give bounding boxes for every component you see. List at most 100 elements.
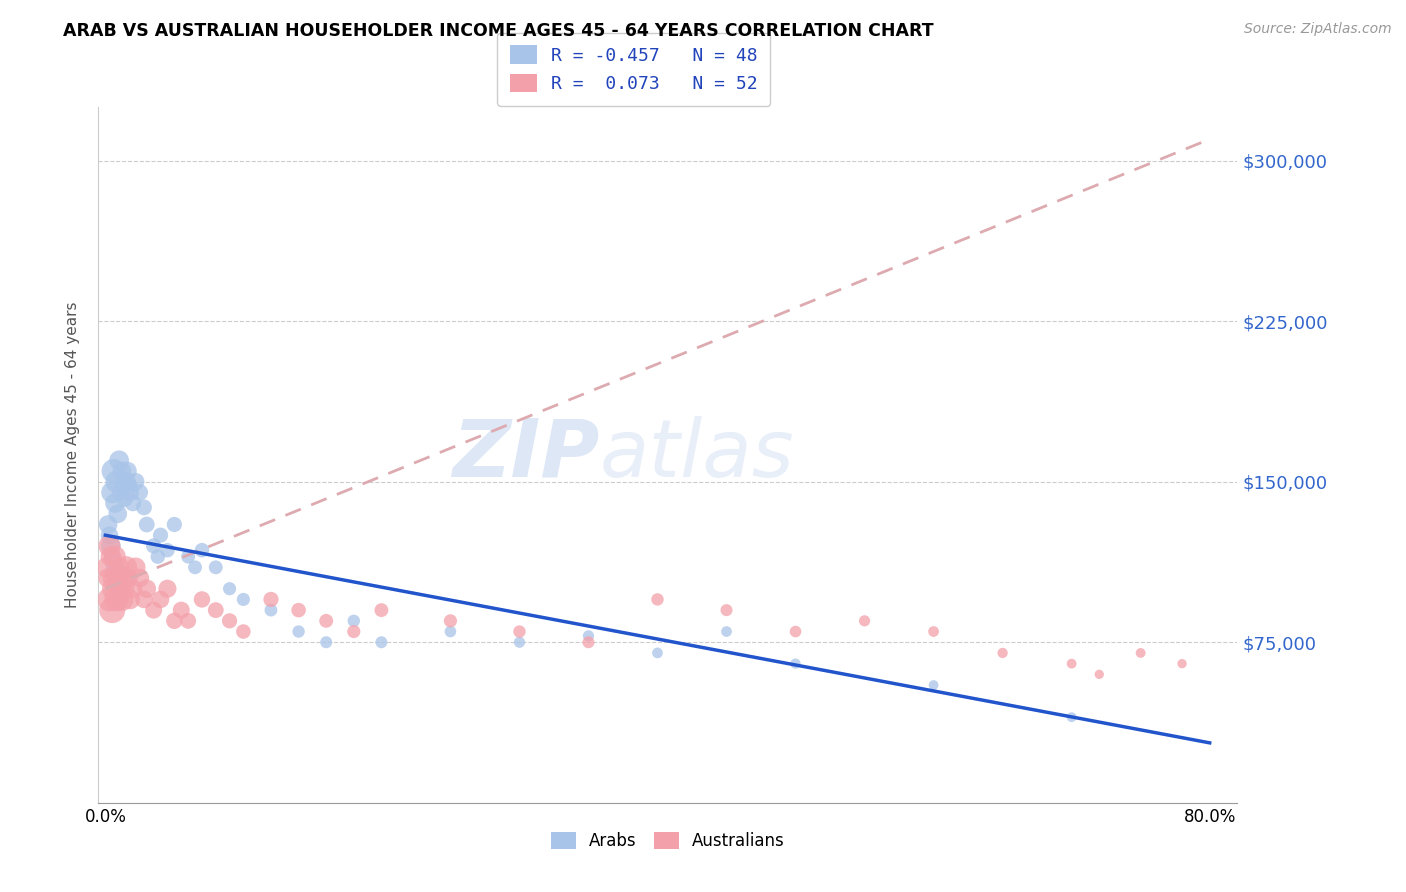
Point bbox=[107, 507, 129, 521]
Point bbox=[132, 500, 155, 515]
Point bbox=[111, 592, 134, 607]
Point bbox=[97, 517, 120, 532]
Point bbox=[100, 539, 122, 553]
Point bbox=[120, 592, 142, 607]
Point bbox=[204, 603, 226, 617]
Point bbox=[716, 624, 738, 639]
Point bbox=[110, 582, 132, 596]
Point bbox=[96, 560, 118, 574]
Point bbox=[287, 624, 309, 639]
Point bbox=[104, 549, 127, 564]
Point bbox=[647, 646, 669, 660]
Point bbox=[115, 560, 138, 574]
Point bbox=[98, 539, 121, 553]
Y-axis label: Householder Income Ages 45 - 64 years: Householder Income Ages 45 - 64 years bbox=[65, 301, 80, 608]
Point bbox=[370, 603, 392, 617]
Point bbox=[853, 614, 876, 628]
Point bbox=[991, 646, 1014, 660]
Point bbox=[260, 603, 283, 617]
Point bbox=[315, 614, 337, 628]
Point bbox=[114, 582, 136, 596]
Point bbox=[163, 614, 186, 628]
Point bbox=[232, 624, 254, 639]
Point bbox=[122, 582, 145, 596]
Point bbox=[125, 475, 148, 489]
Point bbox=[287, 603, 309, 617]
Point bbox=[785, 657, 807, 671]
Point bbox=[135, 582, 157, 596]
Point bbox=[105, 475, 128, 489]
Point bbox=[716, 603, 738, 617]
Point bbox=[128, 571, 150, 585]
Point bbox=[142, 539, 165, 553]
Point bbox=[163, 517, 186, 532]
Point bbox=[122, 496, 145, 510]
Point bbox=[156, 543, 179, 558]
Point bbox=[508, 624, 530, 639]
Point bbox=[98, 528, 121, 542]
Text: ZIP: ZIP bbox=[453, 416, 599, 494]
Point bbox=[105, 592, 128, 607]
Point bbox=[104, 560, 127, 574]
Point bbox=[117, 464, 139, 478]
Point bbox=[108, 453, 131, 467]
Point bbox=[218, 582, 240, 596]
Point bbox=[343, 614, 366, 628]
Point bbox=[114, 491, 136, 506]
Point bbox=[101, 603, 124, 617]
Point bbox=[101, 571, 124, 585]
Point bbox=[439, 624, 461, 639]
Point bbox=[785, 624, 807, 639]
Point bbox=[115, 475, 138, 489]
Point bbox=[218, 614, 240, 628]
Point bbox=[120, 485, 142, 500]
Point bbox=[170, 603, 193, 617]
Text: ARAB VS AUSTRALIAN HOUSEHOLDER INCOME AGES 45 - 64 YEARS CORRELATION CHART: ARAB VS AUSTRALIAN HOUSEHOLDER INCOME AG… bbox=[63, 22, 934, 40]
Point bbox=[315, 635, 337, 649]
Point bbox=[101, 485, 124, 500]
Point bbox=[1129, 646, 1152, 660]
Point bbox=[184, 560, 207, 574]
Text: atlas: atlas bbox=[599, 416, 794, 494]
Point bbox=[142, 603, 165, 617]
Point bbox=[112, 571, 135, 585]
Point bbox=[128, 485, 150, 500]
Point bbox=[108, 560, 131, 574]
Point bbox=[149, 592, 172, 607]
Text: Source: ZipAtlas.com: Source: ZipAtlas.com bbox=[1244, 22, 1392, 37]
Legend: Arabs, Australians: Arabs, Australians bbox=[544, 826, 792, 857]
Point bbox=[149, 528, 172, 542]
Point bbox=[177, 614, 200, 628]
Point bbox=[125, 560, 148, 574]
Point bbox=[191, 543, 214, 558]
Point bbox=[1088, 667, 1111, 681]
Point bbox=[177, 549, 200, 564]
Point bbox=[135, 517, 157, 532]
Point bbox=[103, 464, 125, 478]
Point bbox=[110, 485, 132, 500]
Point bbox=[118, 479, 141, 493]
Point bbox=[578, 629, 600, 643]
Point bbox=[132, 592, 155, 607]
Point bbox=[343, 624, 366, 639]
Point bbox=[260, 592, 283, 607]
Point bbox=[922, 678, 945, 692]
Point bbox=[103, 582, 125, 596]
Point bbox=[98, 592, 121, 607]
Point bbox=[191, 592, 214, 607]
Point bbox=[104, 496, 127, 510]
Point bbox=[1060, 710, 1083, 724]
Point bbox=[439, 614, 461, 628]
Point bbox=[1171, 657, 1194, 671]
Point bbox=[101, 549, 124, 564]
Point bbox=[111, 464, 134, 478]
Point bbox=[232, 592, 254, 607]
Point bbox=[100, 549, 122, 564]
Point bbox=[578, 635, 600, 649]
Point bbox=[112, 479, 135, 493]
Point bbox=[97, 571, 120, 585]
Point bbox=[370, 635, 392, 649]
Point bbox=[508, 635, 530, 649]
Point bbox=[204, 560, 226, 574]
Point bbox=[146, 549, 169, 564]
